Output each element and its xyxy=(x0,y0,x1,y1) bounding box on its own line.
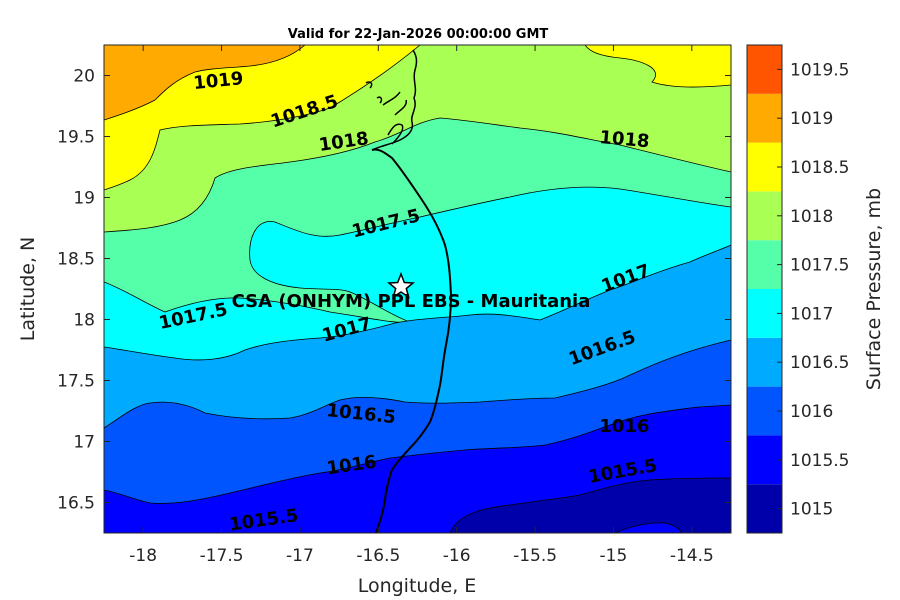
band-1015-1015-5 xyxy=(449,477,731,533)
colorbar-tick-label: 1018 xyxy=(790,207,833,227)
colorbar-segment xyxy=(747,191,782,241)
colorbar-tick-label: 1015.5 xyxy=(790,451,849,471)
colorbar-segment xyxy=(747,45,782,94)
y-tick-label: 18.5 xyxy=(57,250,95,270)
coastline-north xyxy=(365,49,418,151)
colorbar-segment xyxy=(747,386,782,436)
plot-frame xyxy=(103,44,732,534)
colorbar-segment xyxy=(747,240,782,289)
site-label: CSA (ONHYM) PPL EBS - Mauritania xyxy=(232,291,591,312)
contour-label: 1018 xyxy=(599,127,651,152)
x-tick-label: -16.5 xyxy=(356,546,400,566)
y-axis-label: Latitude, N xyxy=(17,237,39,342)
y-tick-label: 18 xyxy=(73,311,95,331)
colorbar-segment xyxy=(747,142,782,192)
y-tick-label: 19.5 xyxy=(57,128,95,148)
x-tick-label: -15.5 xyxy=(513,546,557,566)
colorbar-segment xyxy=(747,484,782,533)
x-tick-label: -14.5 xyxy=(670,546,714,566)
colorbar-tick-label: 1017 xyxy=(790,304,833,324)
band-1015-1015-5-south xyxy=(614,522,683,533)
colorbar: 1015 1015.5 1016 1016.5 1017 1017.5 1018 1018.5… xyxy=(746,44,849,534)
y-axis-ticks: 16.5 17 17.5 18 18.5 19 19.5 20 xyxy=(57,67,731,514)
colorbar-tick-label: 1015 xyxy=(790,500,833,520)
x-tick-label: -15 xyxy=(600,546,628,566)
colorbar-segment xyxy=(747,337,782,387)
contour-label: 1019 xyxy=(192,68,244,94)
y-tick-label: 17 xyxy=(73,433,95,453)
band-1019-1019-5 xyxy=(104,45,306,121)
colorbar-segment xyxy=(747,289,782,338)
colorbar-tick-label: 1019.5 xyxy=(790,60,849,80)
map-title: Valid for 22-Jan-2026 00:00:00 GMT xyxy=(288,27,549,42)
colorbar-segment xyxy=(747,93,782,143)
colorbar-tick-label: 1018.5 xyxy=(790,158,849,178)
x-tick-label: -16 xyxy=(443,546,471,566)
y-tick-label: 16.5 xyxy=(57,494,95,514)
x-tick-label: -17.5 xyxy=(200,546,244,566)
colorbar-tick-label: 1016 xyxy=(790,402,833,422)
band-1018-5-1019 xyxy=(104,45,421,191)
coastline xyxy=(371,148,453,533)
site-star-icon xyxy=(387,271,415,299)
y-tick-label: 20 xyxy=(73,67,95,87)
colorbar-tick-label: 1017.5 xyxy=(790,256,849,276)
colorbar-tick-label: 1019 xyxy=(790,109,833,129)
band-1018-5-1019-ne xyxy=(584,45,731,88)
x-tick-label: -18 xyxy=(129,546,157,566)
x-axis-label: Longitude, E xyxy=(358,575,477,597)
x-axis-ticks: -18 -17.5 -17 -16.5 -16 -15.5 -15 -14.5 xyxy=(129,45,714,566)
colorbar-tick-label: 1016.5 xyxy=(790,353,849,373)
y-tick-label: 19 xyxy=(73,189,95,209)
y-tick-label: 17.5 xyxy=(57,372,95,392)
colorbar-frame xyxy=(746,44,783,534)
contour-label: 1016 xyxy=(599,416,649,437)
x-tick-label: -17 xyxy=(286,546,314,566)
colorbar-segment xyxy=(747,435,782,485)
colorbar-label: Surface Pressure, mb xyxy=(863,188,885,390)
